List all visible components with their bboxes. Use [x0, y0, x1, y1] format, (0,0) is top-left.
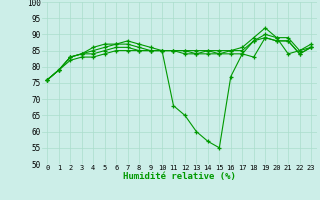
X-axis label: Humidité relative (%): Humidité relative (%)	[123, 172, 236, 181]
